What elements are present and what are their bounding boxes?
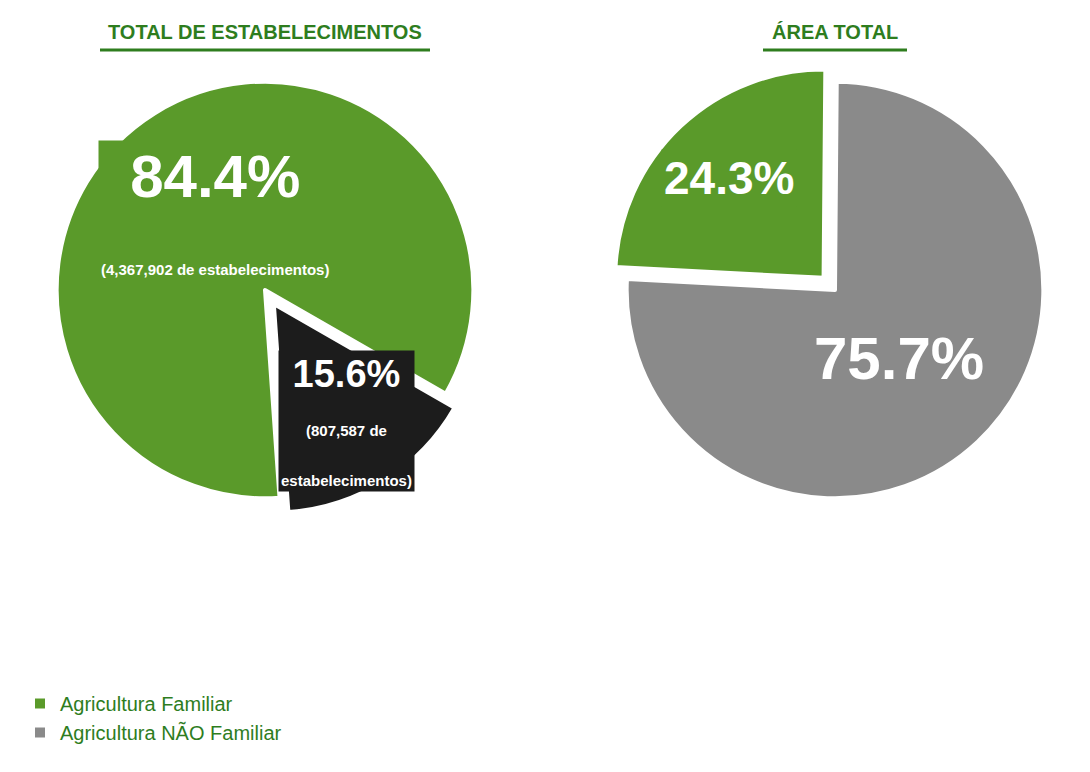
svg-text:TOTAL DE ESTABELECIMENTOS: TOTAL DE ESTABELECIMENTOS [108,21,422,43]
svg-text:24.3%: 24.3% [664,152,794,204]
svg-text:ÁREA TOTAL: ÁREA TOTAL [772,21,898,43]
svg-text:75.7%: 75.7% [814,325,984,392]
svg-text:Agricultura Familiar: Agricultura Familiar [60,693,233,715]
svg-text:15.6%(807,587 deestabeleciment: 15.6%(807,587 deestabelecimentos) [281,353,412,489]
svg-text:Agricultura NÃO Familiar: Agricultura NÃO Familiar [60,721,282,744]
svg-text:84.4%(4,367,902 de estabelecim: 84.4%(4,367,902 de estabelecimentos) [101,143,329,278]
